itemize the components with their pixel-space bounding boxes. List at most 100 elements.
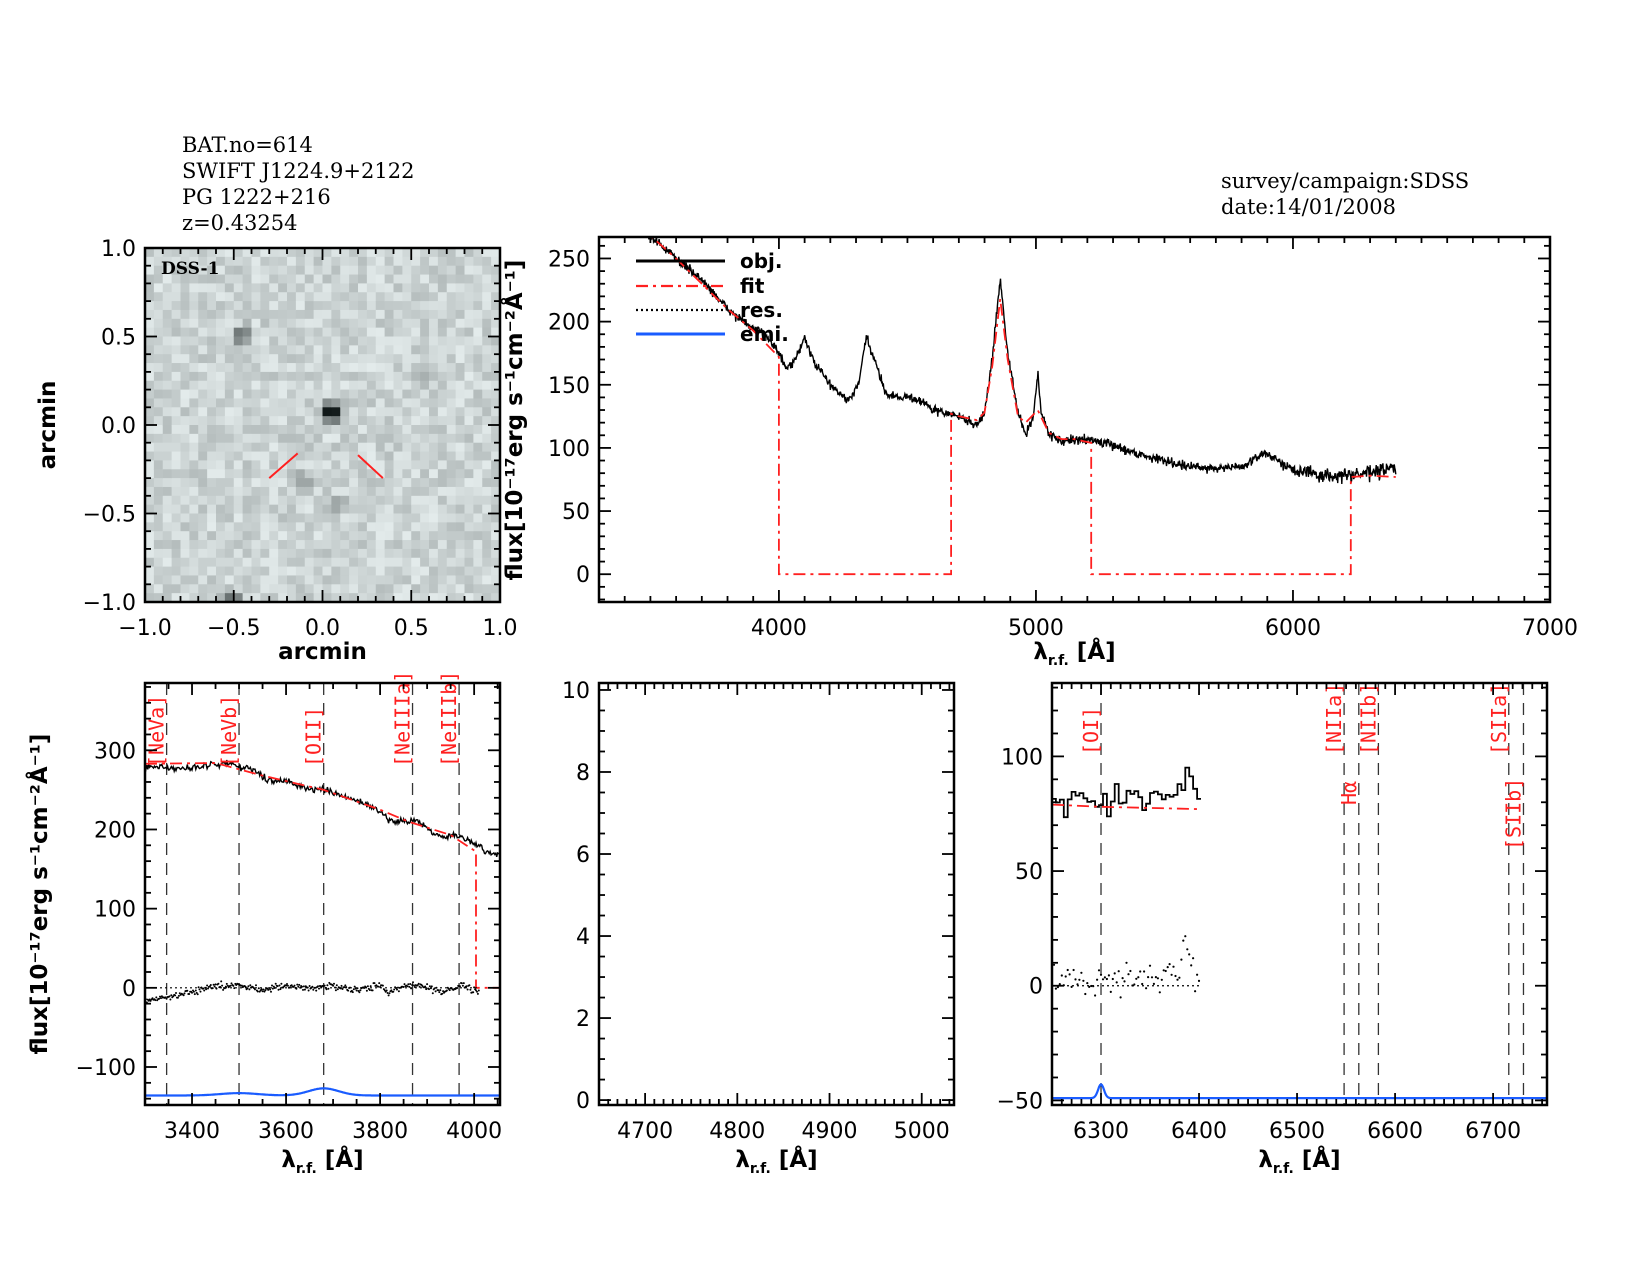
residual-point [1156, 977, 1159, 980]
image-pixel [455, 425, 466, 435]
image-pixel [437, 283, 448, 293]
image-pixel [375, 460, 386, 470]
image-pixel [331, 425, 341, 435]
image-pixel [322, 336, 332, 346]
image-pixel [402, 309, 412, 320]
residual-point [1097, 969, 1101, 972]
image-pixel [375, 566, 386, 577]
residual-point [1190, 964, 1193, 967]
image-pixel [251, 451, 261, 461]
image-pixel [313, 371, 324, 382]
image-pixel [207, 531, 217, 541]
image-pixel [242, 469, 253, 479]
x-axis-title: arcmin [278, 639, 367, 665]
image-pixel [464, 389, 474, 400]
image-pixel [198, 513, 208, 523]
image-pixel [153, 513, 164, 523]
image-pixel [340, 451, 350, 461]
residual-point [428, 988, 430, 991]
image-pixel [393, 425, 403, 435]
image-pixel [304, 345, 315, 355]
image-pixel [455, 469, 466, 479]
residual-point [220, 980, 223, 983]
x-tick-label: 3800 [352, 1119, 408, 1144]
image-pixel [171, 557, 182, 568]
residual-point [262, 988, 265, 991]
image-pixel [189, 531, 199, 541]
image-pixel [429, 248, 439, 258]
image-pixel [287, 336, 297, 346]
image-pixel [455, 398, 466, 408]
residual-point [222, 988, 225, 991]
image-pixel [455, 522, 466, 532]
image-pixel [446, 265, 457, 276]
image-pixel [349, 363, 359, 373]
image-pixel [224, 371, 235, 382]
series-obj [1052, 766, 1201, 819]
target-marker-line [268, 452, 299, 479]
image-pixel [402, 593, 412, 602]
image-pixel [242, 407, 253, 417]
image-pixel [393, 283, 403, 293]
image-pixel [464, 283, 474, 293]
image-pixel [145, 416, 155, 426]
residual-point [213, 985, 216, 988]
image-pixel [366, 363, 377, 373]
image-pixel [384, 460, 395, 470]
image-pixel [402, 398, 412, 408]
image-pixel [153, 318, 164, 329]
image-pixel [331, 309, 341, 320]
image-pixel [491, 301, 500, 311]
image-pixel [260, 442, 270, 453]
image-pixel [180, 354, 190, 364]
image-pixel [331, 575, 341, 585]
image-pixel [491, 283, 500, 293]
image-pixel [224, 248, 235, 258]
residual-point [1052, 963, 1056, 966]
image-pixel [402, 442, 412, 453]
image-pixel [269, 318, 279, 329]
image-pixel [411, 566, 421, 577]
residual-point [1121, 977, 1124, 980]
image-pixel [420, 469, 430, 479]
image-pixel [260, 309, 270, 320]
image-pixel [331, 371, 341, 382]
image-pixel [322, 248, 332, 258]
image-pixel [207, 575, 217, 585]
image-pixel [153, 425, 164, 435]
image-pixel [295, 584, 306, 594]
image-pixel [189, 265, 199, 276]
image-pixel [358, 318, 368, 329]
image-pixel [455, 309, 466, 320]
image-pixel [295, 248, 306, 258]
image-pixel [216, 486, 226, 497]
image-pixel [242, 301, 253, 311]
image-pixel [224, 566, 235, 577]
residual-point [224, 985, 227, 988]
image-pixel [340, 327, 350, 338]
image-pixel [384, 593, 395, 602]
image-pixel [269, 354, 279, 364]
image-pixel [340, 425, 350, 435]
image-pixel [224, 460, 235, 470]
image-pixel [313, 363, 324, 373]
image-pixel [198, 504, 208, 515]
image-pixel [491, 380, 500, 391]
image-pixel [153, 548, 164, 559]
image-pixel [482, 354, 492, 364]
image-pixel [313, 380, 324, 391]
image-pixel [322, 416, 332, 426]
image-pixel [446, 531, 457, 541]
residual-point [448, 989, 451, 992]
image-pixel [358, 575, 368, 585]
y-tick-label: 10 [562, 679, 590, 704]
series-emi [1052, 1083, 1547, 1100]
image-pixel [260, 256, 270, 267]
image-pixel [313, 318, 324, 329]
residual-point [1148, 964, 1152, 967]
x-axis-unit: [Å] [1069, 637, 1116, 665]
image-pixel [189, 274, 199, 284]
image-pixel [473, 318, 483, 329]
image-pixel [295, 451, 306, 461]
image-pixel [491, 557, 500, 568]
